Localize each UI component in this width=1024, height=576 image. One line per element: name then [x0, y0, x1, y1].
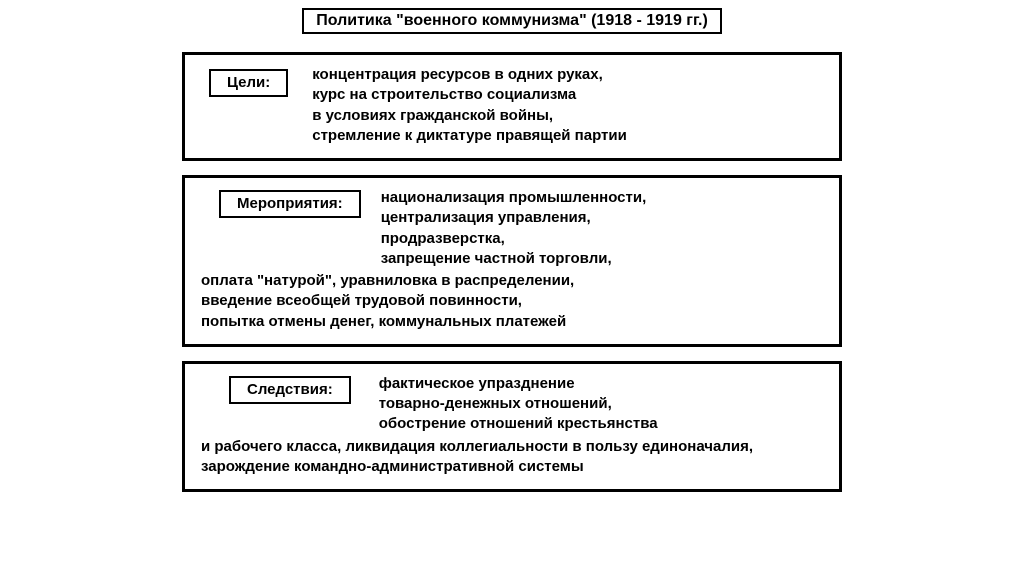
goals-label-text: Цели:	[227, 74, 270, 91]
goals-text: концентрация ресурсов в одних руках,курс…	[312, 65, 823, 146]
title-box: Политика "военного коммунизма" (1918 - 1…	[302, 8, 722, 34]
measures-label-text: Мероприятия:	[237, 195, 343, 212]
measures-text-below: оплата "натурой", уравниловка в распреде…	[201, 271, 823, 332]
consequences-text-right: фактическое упразднениетоварно-денежных …	[379, 374, 823, 435]
title-text: Политика "военного коммунизма" (1918 - 1…	[316, 12, 708, 29]
goals-label: Цели:	[209, 69, 288, 97]
section-consequences: Следствия: фактическое упразднениетоварн…	[182, 361, 842, 492]
measures-label: Мероприятия:	[219, 190, 361, 218]
diagram-container: Политика "военного коммунизма" (1918 - 1…	[0, 0, 1024, 514]
section-measures: Мероприятия: национализация промышленнос…	[182, 175, 842, 347]
measures-text-right: национализация промышленности,централиза…	[381, 188, 823, 269]
section-goals: Цели: концентрация ресурсов в одних рука…	[182, 52, 842, 161]
consequences-label: Следствия:	[229, 376, 351, 404]
consequences-text-below: и рабочего класса, ликвидация коллегиаль…	[201, 437, 823, 478]
consequences-label-text: Следствия:	[247, 381, 333, 398]
